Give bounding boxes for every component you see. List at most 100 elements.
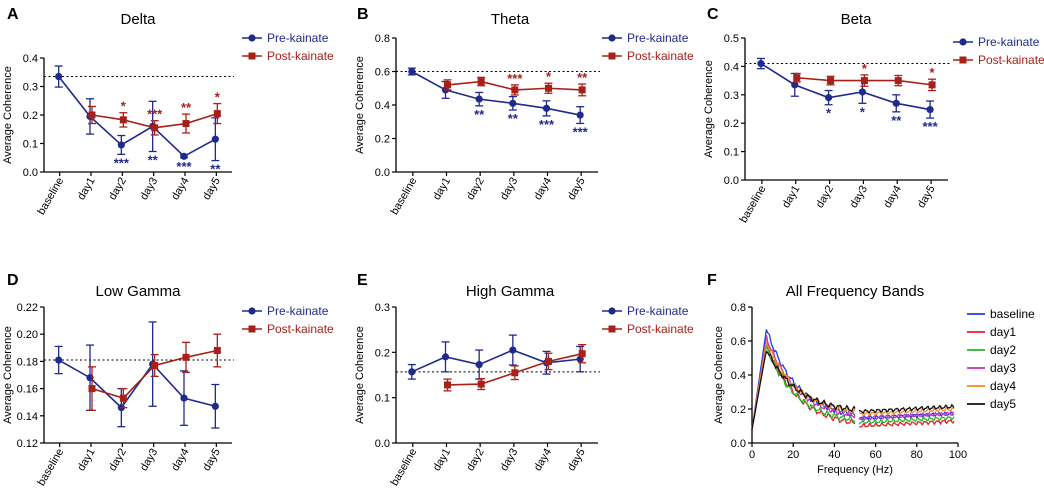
series-pre-kainate: * *** *** (756, 57, 939, 134)
x-axis-label: Frequency (Hz) (817, 464, 893, 476)
legend-label: Post-kainate (627, 49, 694, 63)
legend-label: baseline (990, 307, 1035, 321)
legend-marker (608, 52, 616, 60)
legend-marker (608, 34, 616, 42)
data-point (441, 353, 450, 361)
data-point (545, 84, 552, 92)
data-point (151, 361, 159, 369)
data-point (55, 72, 63, 81)
y-tick-label: 0.12 (17, 438, 38, 450)
y-tick-label: 0.4 (731, 370, 746, 382)
legend-marker (248, 325, 256, 333)
data-point (88, 111, 96, 119)
data-point (578, 86, 586, 94)
significance-mark: ** (508, 111, 519, 126)
series-pre-kainate (54, 321, 220, 429)
y-tick-label: 0.3 (724, 90, 739, 102)
significance-mark: *** (114, 155, 130, 170)
data-point (88, 385, 96, 393)
x-tick-label: day4 (169, 176, 191, 203)
significance-mark: ** (148, 152, 159, 167)
data-point (477, 380, 485, 388)
legend-label: day4 (990, 379, 1016, 393)
x-tick-label: day4 (532, 176, 554, 203)
x-tick-label: day2 (107, 176, 129, 203)
x-tick-label: 40 (828, 449, 840, 461)
panel-letter: F (707, 272, 717, 289)
data-point (860, 77, 868, 85)
chart-title: All Frequency Bands (786, 283, 924, 300)
data-point (475, 360, 483, 369)
significance-mark: *** (147, 107, 163, 122)
data-point (213, 110, 221, 118)
data-point (926, 105, 934, 114)
chart-title: Delta (120, 11, 156, 28)
y-tick-label: 0.2 (724, 118, 739, 130)
x-tick-label: day4 (532, 447, 554, 474)
data-point (55, 356, 63, 364)
legend-label: Post-kainate (267, 49, 334, 63)
legend-label: Pre-kainate (267, 304, 329, 318)
data-point (791, 81, 799, 89)
legend-label: Post-kainate (267, 322, 334, 336)
x-tick-label: day3 (848, 184, 870, 211)
y-tick-label: 0.1 (724, 147, 739, 159)
y-axis-label: Average Coherence (2, 326, 14, 424)
significance-mark: * (826, 106, 832, 121)
panel-d: D Low Gamma 0.12 0.14 0.16 0.18 0.20 0.22Averag… (2, 272, 334, 488)
y-tick-label: 0.8 (731, 302, 746, 314)
data-point (117, 141, 125, 149)
y-tick-label: 0.0 (23, 167, 38, 179)
series-pre-kainate: ********** (407, 67, 589, 139)
series-post-kainate (88, 333, 222, 412)
y-tick-label: 0.20 (17, 329, 38, 341)
significance-mark: * (215, 90, 221, 105)
data-point (211, 402, 219, 410)
y-tick-label: 0.6 (731, 336, 746, 348)
legend-marker (248, 52, 256, 60)
chart-title: High Gamma (466, 283, 555, 300)
data-point (182, 353, 190, 361)
data-point (213, 347, 221, 355)
legend-label: Pre-kainate (267, 31, 329, 45)
panel-letter: A (7, 6, 19, 23)
series-line (58, 76, 216, 158)
y-tick-label: 0.8 (375, 33, 390, 45)
panel-a: A Delta 0.0 0.1 0.2 0.3 0.4 Average Coherence ba… (2, 6, 334, 217)
data-point (542, 104, 551, 112)
x-tick-label: day3 (498, 176, 520, 203)
x-tick-label: baseline (389, 176, 420, 217)
x-tick-label: 0 (749, 449, 755, 461)
series-line (760, 62, 931, 111)
legend-marker (959, 56, 967, 64)
chart-title: Low Gamma (95, 283, 181, 300)
x-tick-label: baseline (35, 447, 66, 488)
x-tick-label: day1 (780, 184, 802, 211)
x-tick-label: day4 (169, 447, 191, 474)
y-tick-label: 0.4 (23, 53, 38, 65)
data-point (576, 111, 584, 119)
data-point (211, 135, 219, 143)
x-tick-label: day5 (565, 447, 587, 474)
data-point (509, 346, 517, 354)
legend-label: Pre-kainate (978, 35, 1040, 49)
y-tick-label: 0.1 (23, 139, 38, 151)
data-point (511, 369, 519, 377)
y-tick-label: 0.2 (731, 404, 746, 416)
spectrum-line (751, 343, 856, 430)
legend-marker (248, 34, 256, 42)
y-tick-label: 0.0 (724, 175, 739, 187)
x-tick-label: day2 (464, 176, 486, 203)
y-axis-label: Average Coherence (354, 56, 366, 154)
data-point (894, 77, 902, 85)
x-tick-label: day1 (75, 447, 97, 474)
panel-letter: B (357, 6, 369, 23)
legend-marker (248, 307, 256, 315)
spectrum-line (858, 406, 955, 417)
y-tick-label: 0.2 (375, 347, 390, 359)
legend-label: Pre-kainate (627, 31, 689, 45)
y-tick-label: 0.3 (375, 302, 390, 314)
x-tick-label: day5 (201, 447, 223, 474)
panel-letter: E (357, 272, 368, 289)
x-tick-label: 100 (949, 449, 967, 461)
